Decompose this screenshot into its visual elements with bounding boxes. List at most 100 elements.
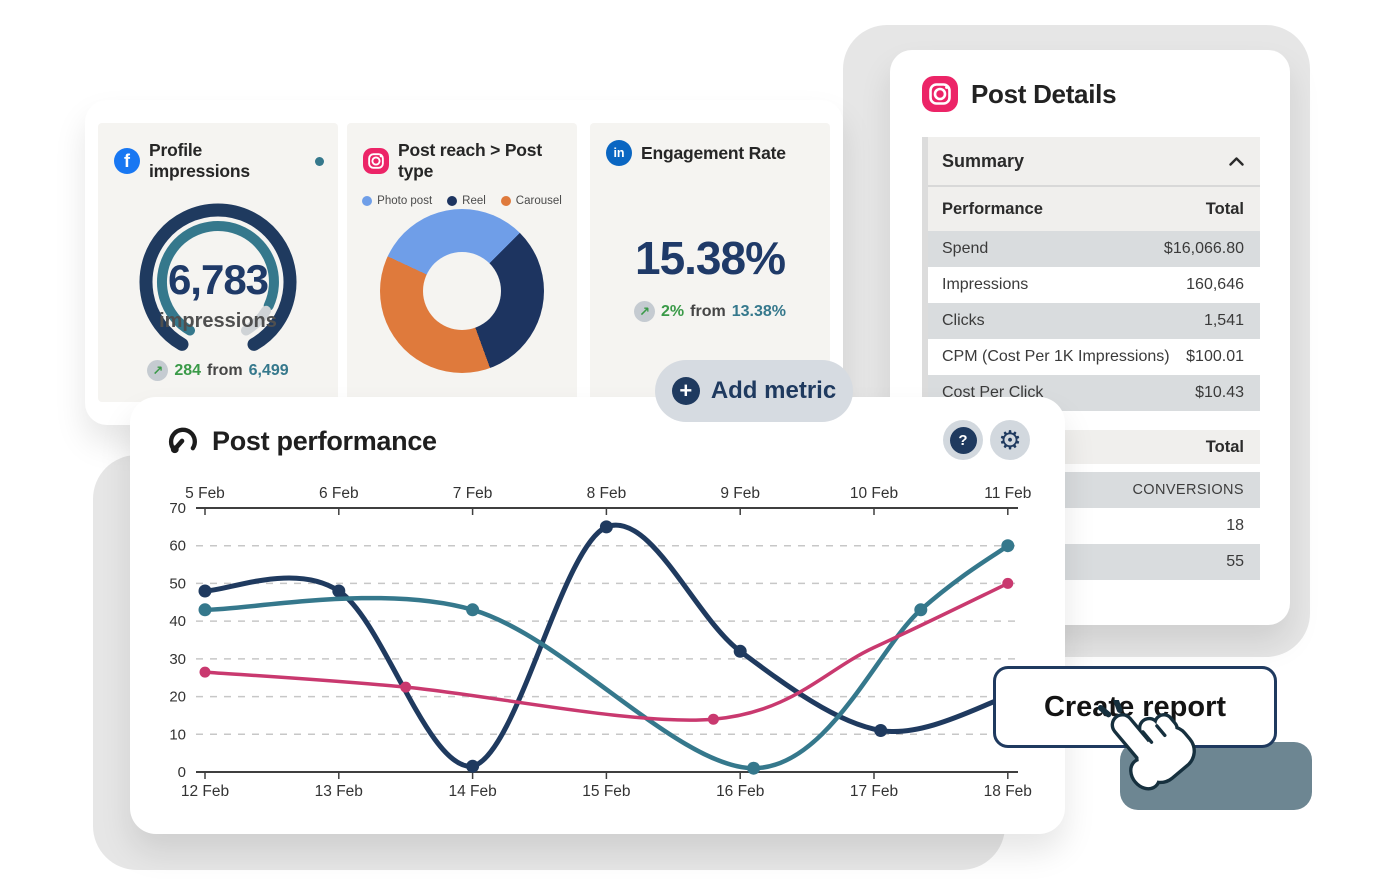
impressions-delta: ↗ 284 from 6,499 — [98, 360, 338, 381]
impressions-value: 6,783 — [167, 256, 269, 303]
svg-text:9 Feb: 9 Feb — [720, 485, 760, 502]
create-report-label: Create report — [1043, 690, 1227, 723]
add-metric-label: Add metric — [710, 377, 837, 404]
widget-title: Post reach > Post type — [398, 140, 542, 181]
svg-text:10 Feb: 10 Feb — [850, 485, 898, 502]
speedometer-icon — [168, 427, 197, 454]
engagement-value: 15.38% — [634, 232, 786, 284]
row-value: 160,646 — [1186, 276, 1244, 293]
svg-text:12 Feb: 12 Feb — [181, 783, 229, 800]
row-label: CPM (Cost Per 1K Impressions) — [942, 348, 1170, 365]
help-button[interactable]: ? — [943, 420, 983, 460]
engagement-delta: ↗ 2% from 13.38% — [590, 301, 830, 322]
profile-impressions-widget: f Profile impressions 6,783 impressions … — [98, 123, 338, 402]
row-value: CONVERSIONS — [1132, 482, 1244, 498]
svg-text:15 Feb: 15 Feb — [582, 783, 630, 800]
svg-text:20: 20 — [169, 689, 186, 706]
table-row: CPM (Cost Per 1K Impressions) $100.01 — [928, 339, 1260, 375]
row-label: Cost Per Click — [942, 384, 1044, 401]
linkedin-icon: in — [606, 140, 632, 166]
post-performance-title: Post performance — [212, 425, 437, 456]
svg-text:7 Feb: 7 Feb — [453, 485, 493, 502]
summary-label: Summary — [942, 150, 1025, 171]
legend-dot — [362, 196, 373, 206]
legend-label: Reel — [462, 195, 486, 207]
legend-dot — [447, 196, 458, 206]
row-value: $100.01 — [1186, 348, 1244, 365]
trend-up-icon: ↗ — [634, 301, 656, 322]
svg-text:18 Feb: 18 Feb — [984, 783, 1032, 800]
post-performance-header: Post performance — [166, 425, 437, 457]
question-icon: ? — [949, 426, 977, 454]
table-row: Spend $16,066.80 — [928, 231, 1260, 267]
svg-text:0: 0 — [178, 764, 186, 781]
chevron-up-icon — [1229, 156, 1244, 166]
post-details-header: Post Details — [890, 50, 1290, 112]
svg-text:6 Feb: 6 Feb — [319, 485, 359, 502]
delta-conj: from — [690, 302, 726, 320]
plus-icon: + — [671, 377, 700, 405]
table-row: Impressions 160,646 — [928, 267, 1260, 303]
post-reach-header: Post reach > Post type — [347, 123, 577, 182]
svg-text:70: 70 — [169, 500, 186, 517]
delta-conj: from — [207, 361, 243, 379]
row-value: 55 — [1226, 553, 1244, 570]
legend-item: Reel — [447, 195, 486, 207]
widget-title: Engagement Rate — [641, 142, 786, 163]
trend-up-icon: ↗ — [147, 360, 169, 381]
performance-rows: Spend $16,066.80 Impressions 160,646 Click… — [928, 231, 1260, 411]
donut-hole — [423, 252, 501, 330]
svg-text:16 Feb: 16 Feb — [716, 783, 764, 800]
row-label: Clicks — [942, 312, 985, 329]
add-metric-button[interactable]: + Add metric — [655, 360, 853, 422]
legend-item: Photo post — [362, 195, 432, 207]
gear-icon: ⚙ — [998, 425, 1022, 455]
legend-label: Carousel — [515, 195, 562, 207]
col-performance: Performance — [942, 199, 1043, 218]
svg-text:17 Feb: 17 Feb — [850, 783, 898, 800]
row-value: 1,541 — [1203, 312, 1244, 329]
post-reach-widget: Post reach > Post type Photo post Reel C… — [347, 123, 577, 402]
post-performance-card: Post performance ? ⚙ 5 Feb 6 Feb 7 Feb 8 Fe… — [130, 397, 1065, 834]
delta-value: 284 — [174, 361, 202, 379]
donut-legend: Photo post Reel Carousel — [347, 195, 577, 207]
hand-cursor-icon — [1097, 700, 1196, 791]
svg-text:8 Feb: 8 Feb — [587, 485, 627, 502]
legend-dot — [500, 196, 511, 206]
svg-text:60: 60 — [169, 538, 186, 555]
impressions-unit: impressions — [159, 310, 277, 332]
row-value: $10.43 — [1195, 384, 1244, 401]
row-value: 18 — [1226, 517, 1244, 534]
profile-impressions-header: f Profile impressions — [98, 123, 338, 182]
svg-text:10: 10 — [169, 726, 186, 743]
facebook-icon: f — [114, 148, 140, 174]
instagram-icon — [922, 76, 958, 112]
row-value: $16,066.80 — [1163, 240, 1244, 257]
settings-button[interactable]: ⚙ — [990, 420, 1030, 460]
svg-text:11 Feb: 11 Feb — [984, 485, 1031, 502]
impressions-gauge: 6,783 impressions — [118, 188, 318, 366]
summary-section-toggle[interactable]: Summary — [928, 137, 1260, 187]
row-label: Impressions — [942, 276, 1029, 293]
svg-text:50: 50 — [169, 575, 186, 592]
gauge-arcs — [139, 203, 297, 351]
live-dot-icon — [315, 156, 324, 166]
post-performance-line-chart: 5 Feb 6 Feb 7 Feb 8 Feb 9 Feb 10 Feb 11 Feb 12 … — [160, 479, 1040, 809]
widget-title: Profile impressions — [149, 140, 250, 181]
engagement-header: in Engagement Rate — [590, 123, 830, 166]
delta-previous: 6,499 — [248, 361, 289, 379]
instagram-icon — [363, 148, 389, 174]
col-total: Total — [1205, 199, 1244, 218]
svg-text:5 Feb: 5 Feb — [185, 485, 225, 502]
table-row: Clicks 1,541 — [928, 303, 1260, 339]
col-total: Total — [1205, 437, 1244, 456]
legend-label: Photo post — [377, 195, 433, 207]
delta-previous: 13.38% — [731, 302, 786, 320]
row-label: Spend — [942, 240, 989, 257]
svg-text:40: 40 — [169, 613, 186, 630]
engagement-rate-widget: in Engagement Rate 15.38% ↗ 2% from 13.3… — [590, 123, 830, 402]
legend-item: Carousel — [500, 195, 562, 207]
post-details-title: Post Details — [971, 78, 1117, 109]
svg-text:13 Feb: 13 Feb — [315, 783, 363, 800]
